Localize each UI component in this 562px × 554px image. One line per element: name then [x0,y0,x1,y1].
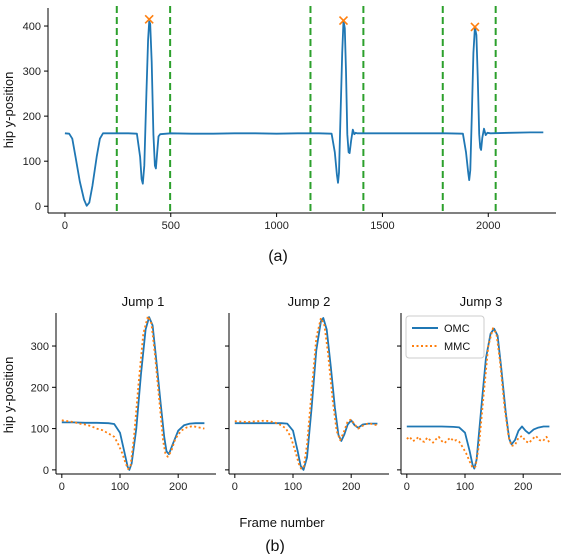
caption-a: (a) [268,248,288,265]
jump-1-series-mmc [61,315,205,470]
jump-1-y-tick-label: 200 [31,382,49,394]
legend-box [405,315,485,359]
jump-1-y-tick-label: 300 [31,341,49,353]
full-trial-x-tick-label: 1000 [264,220,288,232]
jump-1-y-tick-label: 0 [43,465,49,477]
peak-marker-x [144,14,154,24]
legend: OMC MMC [405,315,485,359]
jump-3-x-tick-label: 100 [456,481,474,493]
peak-marker-x [338,16,349,26]
jump-2-series-omc [234,317,378,471]
jump-3-x-tick-label: 0 [404,481,410,493]
peak-marker-x [470,22,480,32]
jump-3-series-omc [406,327,550,470]
full-trial-y-tick-label: 100 [23,156,41,168]
caption-b: (b) [265,538,285,554]
bottom-panel-jump-3: 0 100 200 [397,313,561,493]
full-trial-x-tick-label: 2000 [476,220,500,232]
top-panel-full-trial: 0 500 1000 1500 2000 0 100 200 300 400 [23,6,556,232]
full-trial-x-tick-label: 500 [162,220,180,232]
jump-1-series-omc [61,316,205,471]
bottom-panel-jump-2: 0 100 200 [225,313,389,493]
jump-3-x-tick-label: 200 [514,481,532,493]
full-trial-y-tick-label: 400 [23,21,41,33]
peak-marker-stroke [470,22,480,32]
jump-2-x-tick-label: 200 [342,481,360,493]
full-trial-x-tick-label: 1500 [370,220,394,232]
full-trial-x-tick-label: 0 [62,220,68,232]
legend-mmc-label: MMC [444,341,470,353]
jump-2-title: Jump 2 [288,294,331,309]
peak-marker-stroke [144,14,154,24]
bottom-xlabel: Frame number [239,515,325,530]
bottom-ylabel: hip y-position [1,357,16,434]
jump-1-x-tick-label: 100 [111,481,129,493]
jump-1-title: Jump 1 [122,294,165,309]
bottom-panel-jump-1: 0 100 200 0 100 200 300 [31,313,216,493]
jump-3-title: Jump 3 [460,294,503,309]
peak-marker-stroke [338,16,349,26]
full-trial-y-tick-label: 0 [35,201,41,213]
jump-2-x-tick-label: 0 [232,481,238,493]
legend-omc-label: OMC [444,323,470,335]
jump-2-x-tick-label: 100 [284,481,302,493]
full-trial-y-tick-label: 300 [23,66,41,78]
full-trial-y-tick-label: 200 [23,111,41,123]
jump-1-x-tick-label: 200 [169,481,187,493]
jump-1-y-tick-label: 100 [31,424,49,436]
top-ylabel: hip y-position [1,72,16,149]
jump-1-x-tick-label: 0 [59,481,65,493]
full-trial-series-line [64,19,544,207]
jump-2-series-mmc [234,317,378,470]
